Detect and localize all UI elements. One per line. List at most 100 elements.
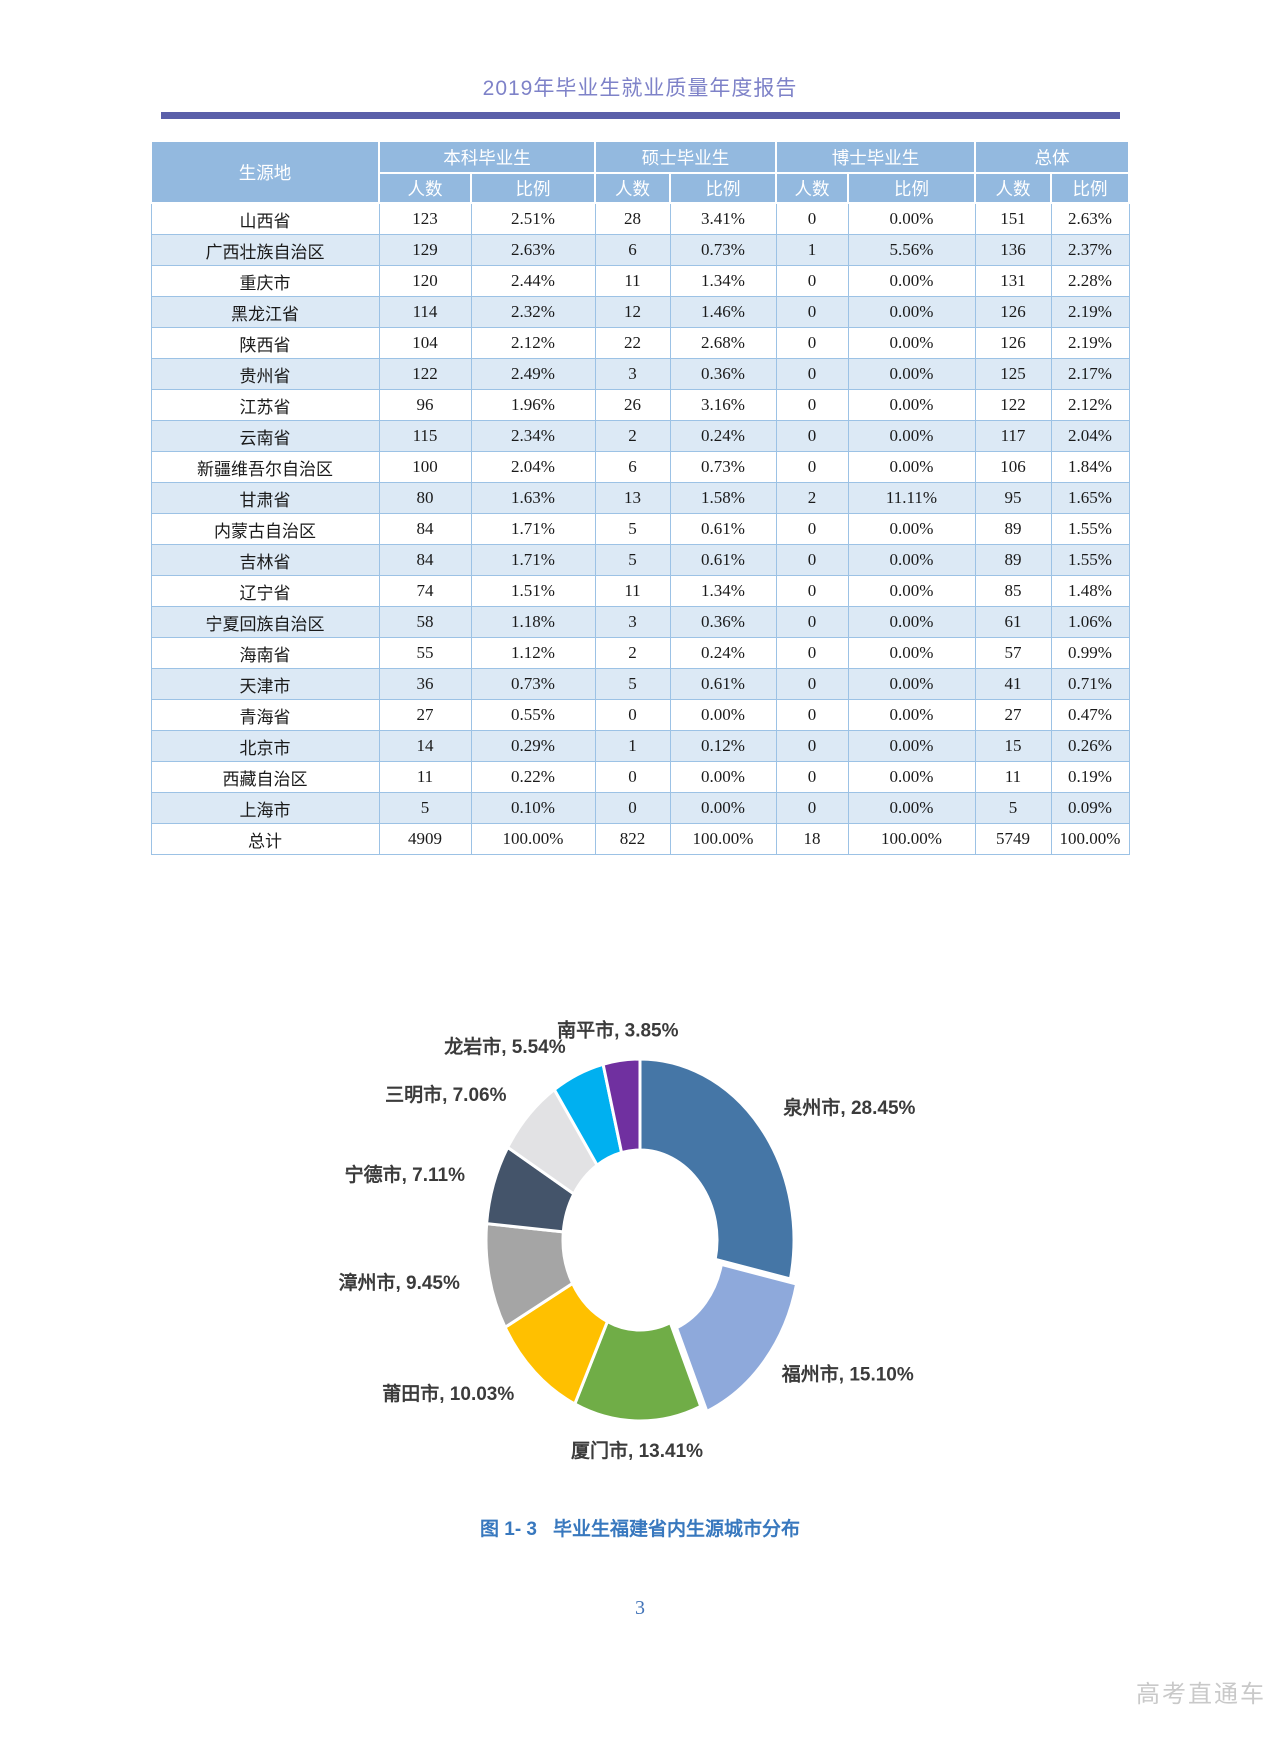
- value-cell: 2.37%: [1050, 234, 1130, 266]
- donut-slice-label: 南平市, 3.85%: [557, 1019, 679, 1042]
- region-cell: 山西省: [150, 202, 380, 235]
- value-cell: 0: [594, 792, 671, 824]
- donut-slice: [638, 1057, 796, 1281]
- value-cell: 0.00%: [847, 699, 976, 731]
- table-row: 西藏自治区 11 0.22% 0 0.00% 0 0.00% 11 0.19%: [150, 761, 1130, 793]
- value-cell: 1.46%: [669, 296, 777, 328]
- value-cell: 100.00%: [470, 823, 596, 855]
- value-cell: 123: [378, 202, 472, 235]
- value-cell: 0: [775, 202, 849, 235]
- value-cell: 28: [594, 202, 671, 235]
- origin-city-donut-chart: 泉州市, 28.45% 福州市, 15.10% 厦门市, 13.41% 莆田市, 10…: [338, 1019, 915, 1462]
- value-cell: 0.61%: [669, 544, 777, 576]
- table-row: 宁夏回族自治区 58 1.18% 3 0.36% 0 0.00% 61 1.06%: [150, 606, 1130, 638]
- value-cell: 0.00%: [847, 513, 976, 545]
- value-cell: 0.00%: [847, 296, 976, 328]
- value-cell: 0.12%: [669, 730, 777, 762]
- value-cell: 36: [378, 668, 472, 700]
- value-cell: 117: [974, 420, 1052, 452]
- table-row: 上海市 5 0.10% 0 0.00% 0 0.00% 5 0.09%: [150, 792, 1130, 824]
- value-cell: 41: [974, 668, 1052, 700]
- value-cell: 1: [775, 234, 849, 266]
- table-row: 黑龙江省 114 2.32% 12 1.46% 0 0.00% 126 2.19%: [150, 296, 1130, 328]
- table-row: 辽宁省 74 1.51% 11 1.34% 0 0.00% 85 1.48%: [150, 575, 1130, 607]
- value-cell: 0.00%: [847, 420, 976, 452]
- table-row: 陕西省 104 2.12% 22 2.68% 0 0.00% 126 2.19%: [150, 327, 1130, 359]
- table-row: 内蒙古自治区 84 1.71% 5 0.61% 0 0.00% 89 1.55%: [150, 513, 1130, 545]
- value-cell: 74: [378, 575, 472, 607]
- subheader-ratio: 比例: [1050, 172, 1130, 204]
- table-row: 新疆维吾尔自治区 100 2.04% 6 0.73% 0 0.00% 106 1.84%: [150, 451, 1130, 483]
- page-number: 3: [635, 1597, 645, 1619]
- table-row: 青海省 27 0.55% 0 0.00% 0 0.00% 27 0.47%: [150, 699, 1130, 731]
- value-cell: 151: [974, 202, 1052, 235]
- region-cell: 总计: [150, 823, 380, 855]
- value-cell: 125: [974, 358, 1052, 390]
- region-cell: 新疆维吾尔自治区: [150, 451, 380, 483]
- value-cell: 1.55%: [1050, 544, 1130, 576]
- region-cell: 西藏自治区: [150, 761, 380, 793]
- value-cell: 85: [974, 575, 1052, 607]
- table-row: 山西省 123 2.51% 28 3.41% 0 0.00% 151 2.63%: [150, 202, 1130, 235]
- value-cell: 120: [378, 265, 472, 297]
- table-row: 云南省 115 2.34% 2 0.24% 0 0.00% 117 2.04%: [150, 420, 1130, 452]
- value-cell: 0: [775, 606, 849, 638]
- value-cell: 0.36%: [669, 358, 777, 390]
- value-cell: 2.12%: [470, 327, 596, 359]
- donut-slice-label: 宁德市, 7.11%: [345, 1163, 465, 1186]
- value-cell: 2.19%: [1050, 296, 1130, 328]
- value-cell: 0.00%: [847, 358, 976, 390]
- value-cell: 129: [378, 234, 472, 266]
- table-total-row: 总计 4909 100.00% 822 100.00% 18 100.00% 5749 100.…: [150, 823, 1130, 855]
- value-cell: 2.34%: [470, 420, 596, 452]
- header-divider-bar: [161, 112, 1120, 119]
- subheader-ratio: 比例: [847, 172, 976, 204]
- value-cell: 126: [974, 327, 1052, 359]
- value-cell: 2.04%: [470, 451, 596, 483]
- value-cell: 1.84%: [1050, 451, 1130, 483]
- value-cell: 0.29%: [470, 730, 596, 762]
- value-cell: 0.47%: [1050, 699, 1130, 731]
- value-cell: 0: [775, 761, 849, 793]
- donut-slice-label: 厦门市, 13.41%: [571, 1439, 703, 1462]
- value-cell: 100.00%: [847, 823, 976, 855]
- value-cell: 5: [974, 792, 1052, 824]
- region-cell: 内蒙古自治区: [150, 513, 380, 545]
- value-cell: 2.28%: [1050, 265, 1130, 297]
- value-cell: 1.51%: [470, 575, 596, 607]
- donut-slice-label: 福州市, 15.10%: [781, 1362, 914, 1385]
- value-cell: 2.04%: [1050, 420, 1130, 452]
- value-cell: 12: [594, 296, 671, 328]
- subheader-count: 人数: [378, 172, 472, 204]
- region-cell: 海南省: [150, 637, 380, 669]
- region-cell: 宁夏回族自治区: [150, 606, 380, 638]
- table-row: 贵州省 122 2.49% 3 0.36% 0 0.00% 125 2.17%: [150, 358, 1130, 390]
- value-cell: 1.48%: [1050, 575, 1130, 607]
- value-cell: 0: [775, 513, 849, 545]
- header-undergraduate: 本科毕业生: [378, 140, 596, 174]
- donut-slice: [674, 1262, 799, 1414]
- value-cell: 104: [378, 327, 472, 359]
- value-cell: 0.00%: [847, 575, 976, 607]
- value-cell: 6: [594, 451, 671, 483]
- region-cell: 云南省: [150, 420, 380, 452]
- value-cell: 27: [378, 699, 472, 731]
- value-cell: 11.11%: [847, 482, 976, 514]
- value-cell: 6: [594, 234, 671, 266]
- value-cell: 0.00%: [669, 761, 777, 793]
- value-cell: 0: [775, 358, 849, 390]
- value-cell: 1.12%: [470, 637, 596, 669]
- value-cell: 0.09%: [1050, 792, 1130, 824]
- value-cell: 100.00%: [1050, 823, 1130, 855]
- value-cell: 1.63%: [470, 482, 596, 514]
- value-cell: 0: [775, 420, 849, 452]
- value-cell: 2: [594, 637, 671, 669]
- value-cell: 126: [974, 296, 1052, 328]
- value-cell: 13: [594, 482, 671, 514]
- region-cell: 陕西省: [150, 327, 380, 359]
- value-cell: 3: [594, 358, 671, 390]
- value-cell: 114: [378, 296, 472, 328]
- value-cell: 0.73%: [470, 668, 596, 700]
- value-cell: 3: [594, 606, 671, 638]
